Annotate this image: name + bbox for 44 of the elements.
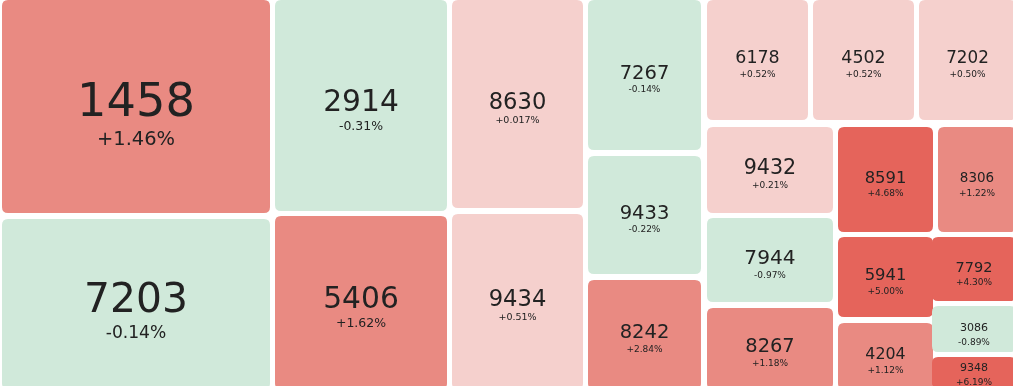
category-label: 9432 [743,155,797,180]
category-label: 2914 [323,83,399,119]
data-label: -0.31% [338,118,384,134]
data-label: +0.21% [751,179,789,190]
data-label: -0.89% [958,336,991,347]
category-label: 8630 [488,87,547,114]
data-label: -0.14% [628,84,661,95]
category-label: 9348 [960,361,988,375]
category-label: 4502 [841,47,886,68]
category-label: 8242 [619,320,670,344]
data-label: +5.00% [867,285,905,296]
category-label: 4204 [865,344,906,364]
category-label: 1458 [77,72,195,127]
category-label: 7267 [619,60,670,84]
data-label: +0.017% [495,113,540,125]
data-label: +0.52% [845,68,883,79]
category-label: 3086 [959,321,989,335]
data-label: -0.14% [105,321,167,342]
category-label: 8267 [745,334,795,358]
data-label: +1.12% [867,364,905,375]
category-label: 7944 [744,245,796,270]
data-label: +1.46% [96,126,176,150]
data-label: -0.97% [754,269,787,280]
category-label: 9434 [488,285,547,312]
category-label: 7792 [955,258,993,275]
category-label: 7203 [84,274,188,323]
data-label: +0.52% [739,68,777,79]
data-label: +6.19% [955,376,993,386]
data-label: +0.51% [498,311,537,323]
category-label: 5406 [323,280,399,316]
data-label: -0.22% [628,224,661,235]
data-label: +0.50% [949,68,987,79]
data-label: +4.30% [955,277,993,288]
data-label: +4.68% [867,188,905,199]
category-label: 7202 [946,47,989,68]
category-label: 8591 [864,167,907,187]
data-label: +1.62% [335,315,387,331]
category-label: 8306 [959,169,995,186]
category-label: 6178 [735,47,780,68]
category-label: 5941 [864,265,907,285]
data-label: +2.84% [626,343,664,354]
data-label: +1.18% [751,357,789,368]
data-label: +1.22% [958,187,996,198]
category-label: 9433 [619,200,670,224]
